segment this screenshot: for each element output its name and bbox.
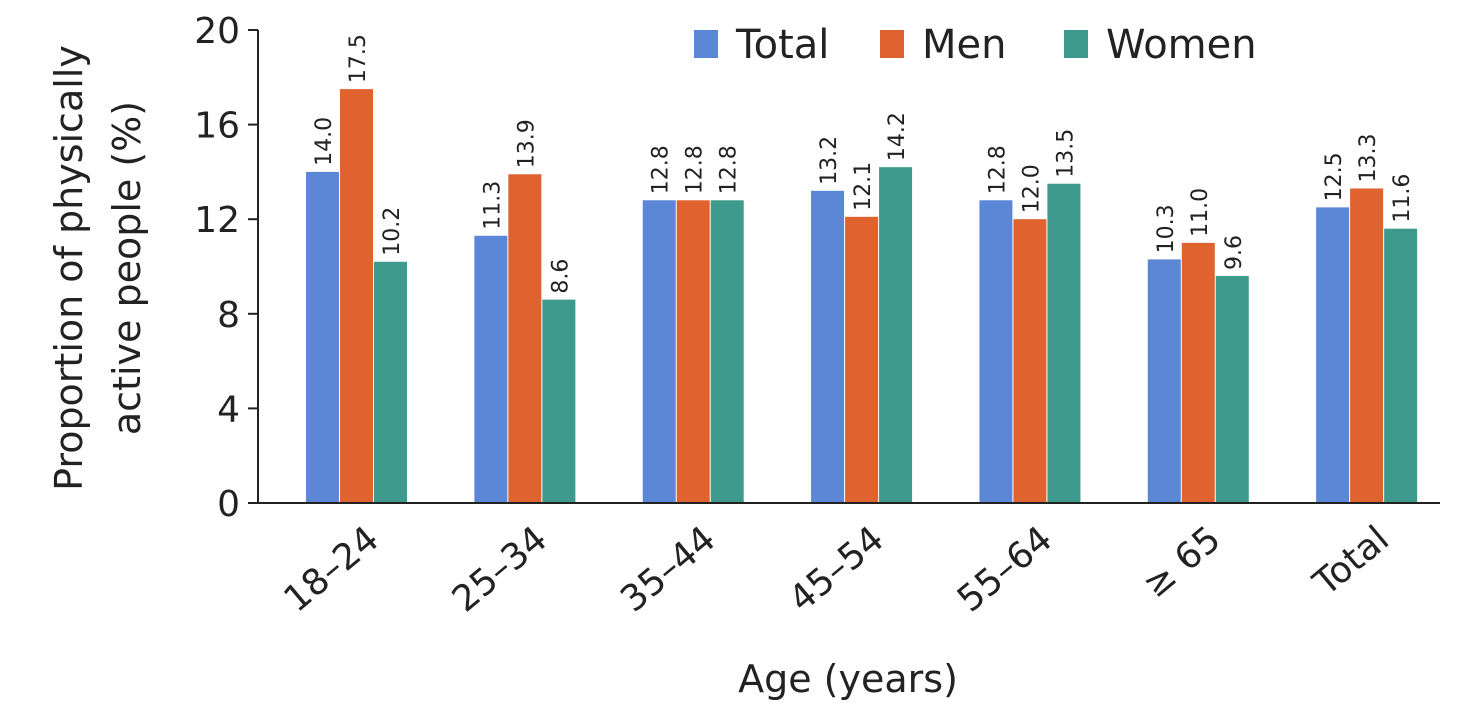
x-tick-label: 35–44 <box>613 518 723 620</box>
bar-label: 11.0 <box>1188 188 1213 237</box>
bar-label: 12.0 <box>1019 164 1044 213</box>
y-axis-title-line-2: active people (%) <box>105 101 149 435</box>
bar-label: 8.6 <box>548 259 573 294</box>
legend-label-total: Total <box>735 22 829 68</box>
bar-label: 13.2 <box>817 136 842 185</box>
bar-men-2 <box>676 200 710 503</box>
bar-label: 12.5 <box>1322 152 1347 201</box>
x-tick-label: 55–64 <box>950 518 1060 620</box>
y-tick-label: 12 <box>194 200 240 241</box>
bar-label: 10.2 <box>380 207 405 256</box>
legend: Total Men Women <box>694 22 1257 68</box>
bar-label: 9.6 <box>1222 235 1247 270</box>
legend-swatch-women <box>1064 30 1088 58</box>
bar-total-6 <box>1316 207 1350 503</box>
bar-women-6 <box>1384 228 1418 503</box>
legend-swatch-men <box>880 30 904 58</box>
bar-total-4 <box>979 200 1013 503</box>
bar-total-3 <box>811 190 845 503</box>
x-tick-label: 25–34 <box>445 518 555 620</box>
y-tick-label: 4 <box>217 389 240 430</box>
y-tick-label: 8 <box>217 295 240 336</box>
bar-label: 14.0 <box>312 117 337 166</box>
bar-men-5 <box>1181 242 1215 503</box>
x-axis-title: Age (years) <box>738 657 958 701</box>
x-tick-label: 45–54 <box>782 518 892 620</box>
y-axis: 0 4 8 12 16 20 <box>194 11 259 525</box>
bar-label: 17.5 <box>346 34 371 83</box>
bar-women-0 <box>374 261 407 503</box>
bar-label: 11.3 <box>480 181 505 230</box>
y-tick-label: 16 <box>194 106 240 147</box>
legend-swatch-total <box>694 30 718 58</box>
bar-label: 12.8 <box>717 145 742 194</box>
legend-label-men: Men <box>922 22 1006 68</box>
bar-label: 13.5 <box>1053 129 1078 178</box>
legend-label-women: Women <box>1106 22 1257 68</box>
bar-label: 13.9 <box>514 119 539 168</box>
bar-label: 11.6 <box>1390 174 1415 223</box>
bar-men-3 <box>845 216 879 503</box>
bar-men-1 <box>508 174 542 503</box>
bar-women-2 <box>710 200 744 503</box>
bar-women-4 <box>1047 183 1081 503</box>
bar-men-0 <box>340 89 373 503</box>
bar-total-2 <box>642 200 676 503</box>
x-tick-label: Total <box>1305 518 1397 604</box>
bar-men-6 <box>1350 188 1384 503</box>
bar-total-1 <box>474 235 508 503</box>
bar-total-5 <box>1147 259 1181 503</box>
bar-label: 12.8 <box>683 145 708 194</box>
y-tick-label: 0 <box>217 484 240 525</box>
bar-label: 14.2 <box>885 112 910 161</box>
bar-total-0 <box>306 171 339 503</box>
bar-label: 12.8 <box>985 145 1010 194</box>
y-axis-title-line-1: Proportion of physically <box>47 45 91 491</box>
bars: 14.0 17.5 10.2 11.3 13.9 8.6 12.8 12.8 12.8 13.2 1… <box>306 34 1418 504</box>
bar-women-3 <box>879 167 913 504</box>
bar-label: 12.8 <box>649 145 674 194</box>
bar-men-4 <box>1013 219 1047 503</box>
bar-label: 12.1 <box>851 162 876 211</box>
bar-women-5 <box>1215 275 1249 503</box>
bar-label: 10.3 <box>1154 204 1179 253</box>
x-tick-label: ≥ 65 <box>1135 518 1228 606</box>
x-tick-label: 18–24 <box>276 518 386 620</box>
y-tick-label: 20 <box>194 11 240 52</box>
x-axis: 18–24 25–34 35–44 45–54 55–64 ≥ 65 Total <box>258 502 1440 620</box>
bar-label: 13.3 <box>1356 133 1381 182</box>
bar-women-1 <box>542 299 576 503</box>
